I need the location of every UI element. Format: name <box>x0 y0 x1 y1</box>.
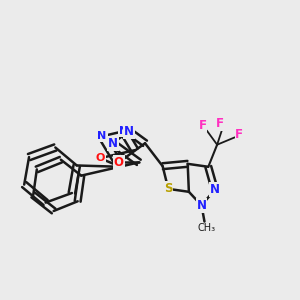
Text: N: N <box>98 131 106 141</box>
Text: N: N <box>210 183 220 196</box>
Text: N: N <box>119 126 128 136</box>
Text: CH₃: CH₃ <box>198 223 216 233</box>
Text: O: O <box>114 156 124 169</box>
Text: F: F <box>216 117 224 130</box>
Text: O: O <box>95 153 105 163</box>
Text: N: N <box>124 125 134 138</box>
Text: N: N <box>196 199 206 212</box>
Text: F: F <box>198 119 206 132</box>
Text: S: S <box>164 182 172 195</box>
Text: N: N <box>108 137 118 150</box>
Text: F: F <box>235 128 243 142</box>
